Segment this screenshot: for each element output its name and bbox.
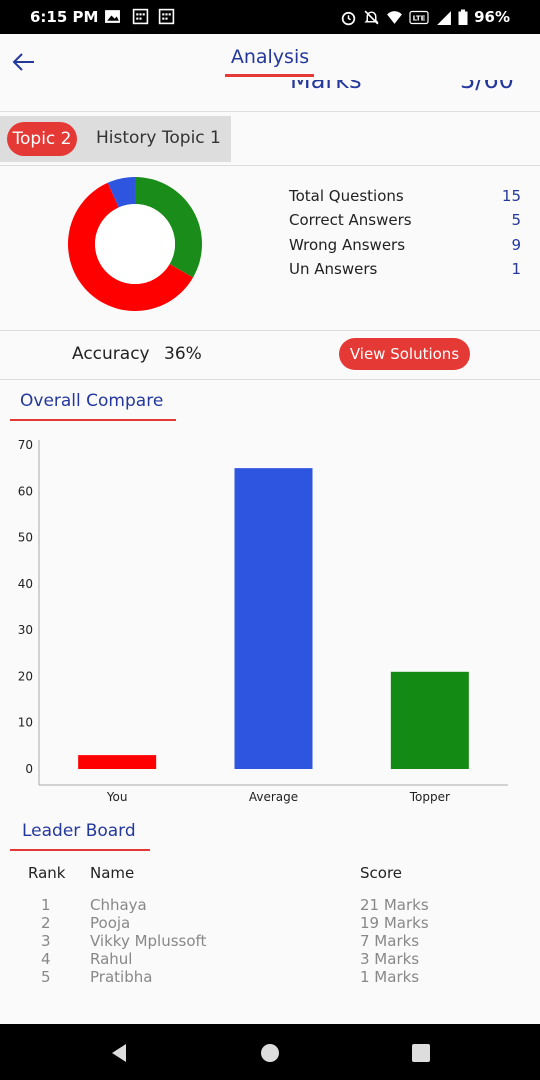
battery-icon [458, 9, 468, 25]
stat-value: 1 [511, 260, 521, 278]
score-cell: 21 Marks [360, 896, 429, 914]
y-tick-label: 0 [25, 762, 33, 776]
donut-slice-1 [68, 182, 194, 311]
y-tick-label: 40 [18, 577, 33, 591]
stat-total-questions: Total Questions 15 [289, 187, 523, 205]
score-cell: 3 Marks [360, 950, 420, 968]
marks-value: 3/60 [460, 80, 514, 94]
page-title: Analysis [230, 46, 310, 68]
battery-percent: 96% [474, 8, 510, 26]
leader-board-title: Leader Board [22, 821, 136, 841]
status-bar: 6:15 PM LTE 96% [0, 0, 540, 34]
name-cell: Pratibha [90, 968, 153, 986]
bar-you [78, 755, 157, 769]
system-nav-bar [0, 1024, 540, 1080]
overall-compare-underline [10, 419, 176, 421]
calendar-notification-icon [132, 8, 149, 25]
tab-history-topic-1[interactable]: History Topic 1 [96, 128, 221, 148]
title-underline [225, 74, 314, 77]
stats-section: Total Questions 15 Correct Answers 5 Wro… [0, 167, 540, 331]
x-tick-label: You [106, 790, 128, 804]
donut-slice-2 [107, 177, 135, 208]
tab-topic-2[interactable]: Topic 2 [7, 122, 77, 156]
status-right: LTE 96% [340, 8, 510, 26]
rank-cell: 5 [41, 968, 51, 986]
y-tick-label: 60 [18, 484, 33, 498]
y-tick-label: 70 [18, 438, 33, 452]
stat-un-answers: Un Answers 1 [289, 260, 523, 278]
app-header: Analysis Marks 3/60 [0, 34, 540, 112]
rank-cell: 2 [41, 914, 51, 932]
y-tick-label: 10 [18, 716, 33, 730]
wifi-icon [387, 10, 403, 24]
donut-slice-0 [135, 177, 202, 278]
name-cell: Rahul [90, 950, 133, 968]
stat-correct-answers: Correct Answers 5 [289, 211, 523, 229]
lb-header-name: Name [90, 864, 135, 882]
score-cell: 19 Marks [360, 914, 429, 932]
bar-average [234, 468, 313, 769]
rank-cell: 4 [41, 950, 51, 968]
stat-value: 5 [511, 211, 521, 229]
rank-cell: 1 [41, 896, 51, 914]
accuracy-value: 36% [164, 344, 202, 364]
alarm-icon [341, 11, 356, 25]
name-cell: Pooja [90, 914, 131, 932]
rank-cell: 3 [41, 932, 51, 950]
marks-label: Marks [290, 80, 362, 94]
stat-wrong-answers: Wrong Answers 9 [289, 236, 523, 254]
nav-recents-icon[interactable] [410, 1042, 432, 1064]
marks-row: Marks 3/60 [0, 80, 540, 102]
image-notification-icon [105, 10, 120, 23]
calendar-notification-icon [158, 8, 175, 25]
lb-header-rank: Rank [28, 864, 66, 882]
y-tick-label: 50 [18, 531, 33, 545]
stat-label: Correct Answers [289, 211, 412, 229]
nav-back-icon[interactable] [108, 1042, 130, 1064]
y-tick-label: 30 [18, 623, 33, 637]
stat-label: Un Answers [289, 260, 378, 278]
leader-board-underline [10, 849, 150, 851]
status-time: 6:15 PM [30, 8, 99, 26]
accuracy-row: Accuracy 36% View Solutions [0, 332, 540, 380]
name-cell: Vikky Mplussoft [90, 932, 207, 950]
stat-value: 9 [511, 236, 521, 254]
signal-icon [437, 10, 452, 25]
stat-label: Wrong Answers [289, 236, 406, 254]
overall-compare-title: Overall Compare [20, 391, 164, 411]
x-tick-label: Topper [409, 790, 450, 804]
y-tick-label: 20 [18, 669, 33, 683]
view-solutions-button[interactable]: View Solutions [339, 338, 470, 370]
accuracy-label: Accuracy [72, 344, 150, 364]
name-cell: Chhaya [90, 896, 147, 914]
topic-tabs: Topic 2 History Topic 1 [0, 112, 540, 166]
lb-header-score: Score [360, 864, 403, 882]
answers-donut-chart [68, 177, 202, 311]
bar-topper [390, 671, 469, 769]
stat-value: 15 [501, 187, 521, 205]
overall-compare-chart: 0 10 20 30 40 50 60 70 You Average Topper [18, 438, 508, 804]
score-cell: 7 Marks [360, 932, 420, 950]
tab-group: Topic 2 History Topic 1 [0, 116, 231, 162]
volte-icon: LTE [409, 10, 429, 24]
svg-text:LTE: LTE [413, 14, 426, 22]
nav-home-icon[interactable] [259, 1042, 281, 1064]
notifications-off-icon [364, 10, 379, 24]
x-tick-label: Average [249, 790, 298, 804]
back-arrow-icon[interactable] [10, 48, 38, 76]
stat-label: Total Questions [289, 187, 404, 205]
donut-hole [95, 204, 175, 284]
score-cell: 1 Marks [360, 968, 420, 986]
